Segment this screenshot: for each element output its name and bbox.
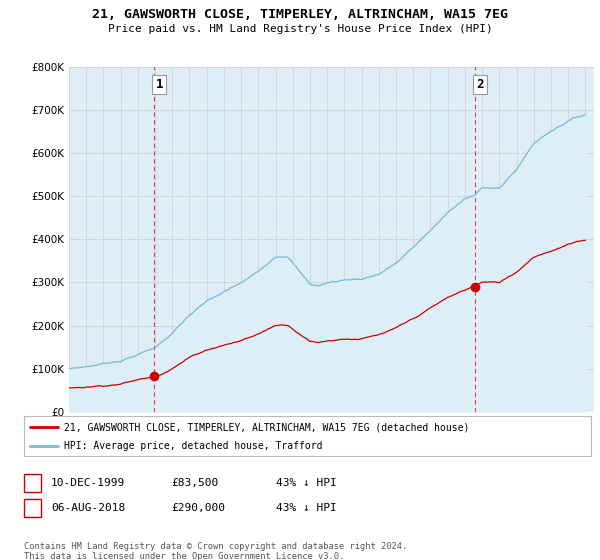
Text: Price paid vs. HM Land Registry's House Price Index (HPI): Price paid vs. HM Land Registry's House … xyxy=(107,24,493,34)
Text: 43% ↓ HPI: 43% ↓ HPI xyxy=(276,503,337,513)
Text: £83,500: £83,500 xyxy=(171,478,218,488)
Text: Contains HM Land Registry data © Crown copyright and database right 2024.
This d: Contains HM Land Registry data © Crown c… xyxy=(24,542,407,560)
Text: 1: 1 xyxy=(155,78,163,91)
Text: 21, GAWSWORTH CLOSE, TIMPERLEY, ALTRINCHAM, WA15 7EG: 21, GAWSWORTH CLOSE, TIMPERLEY, ALTRINCH… xyxy=(92,8,508,21)
Text: 2: 2 xyxy=(29,503,36,513)
Text: 1: 1 xyxy=(29,478,36,488)
Text: 10-DEC-1999: 10-DEC-1999 xyxy=(51,478,125,488)
Text: 06-AUG-2018: 06-AUG-2018 xyxy=(51,503,125,513)
Text: 43% ↓ HPI: 43% ↓ HPI xyxy=(276,478,337,488)
Text: 2: 2 xyxy=(476,78,484,91)
Text: HPI: Average price, detached house, Trafford: HPI: Average price, detached house, Traf… xyxy=(64,441,322,451)
Text: £290,000: £290,000 xyxy=(171,503,225,513)
Text: 21, GAWSWORTH CLOSE, TIMPERLEY, ALTRINCHAM, WA15 7EG (detached house): 21, GAWSWORTH CLOSE, TIMPERLEY, ALTRINCH… xyxy=(64,422,469,432)
